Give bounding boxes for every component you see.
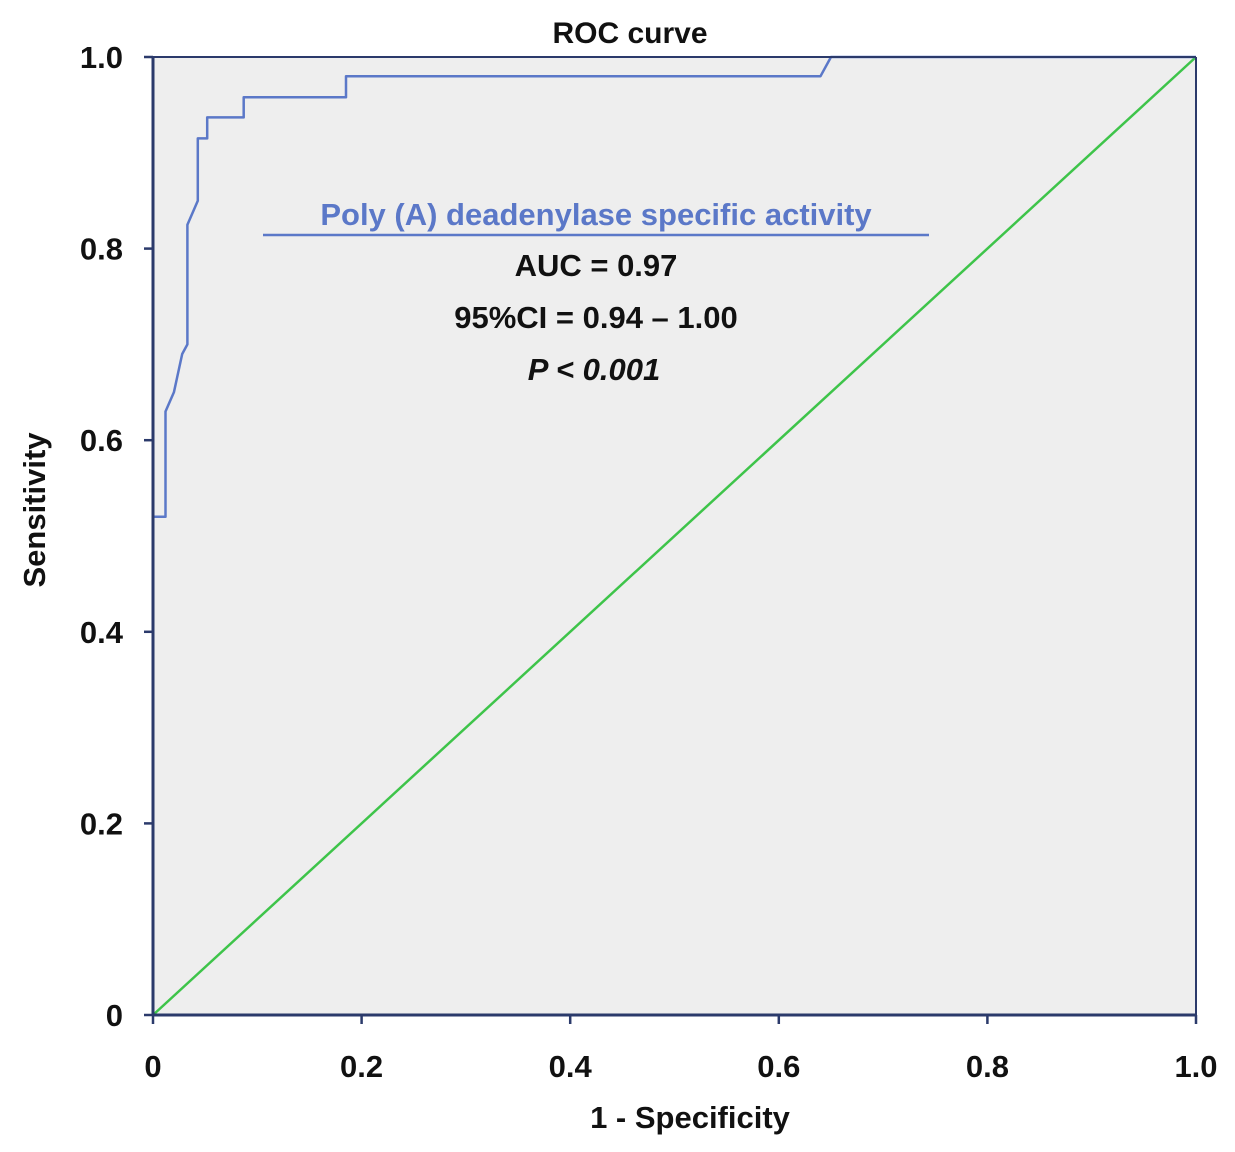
series-layer bbox=[151, 55, 1197, 1016]
annotation-auc: AUC = 0.97 bbox=[515, 248, 678, 283]
y-tick-label: 1.0 bbox=[80, 40, 123, 75]
annotation-box: Poly (A) deadenylase specific activity A… bbox=[263, 197, 929, 387]
chart-title: ROC curve bbox=[552, 17, 707, 50]
annotation-p-value: P < 0.001 bbox=[528, 352, 660, 387]
x-tick-label: 0.8 bbox=[966, 1049, 1009, 1084]
x-tick-label: 0.4 bbox=[549, 1049, 593, 1084]
x-axis-label: 1 - Specificity bbox=[590, 1100, 791, 1135]
x-tick-label: 0 bbox=[144, 1049, 161, 1084]
y-tick-label: 0.6 bbox=[80, 423, 123, 458]
reference-diagonal-line bbox=[152, 56, 1197, 1016]
y-tick-label: 0.8 bbox=[80, 232, 123, 267]
y-tick-label: 0 bbox=[106, 998, 123, 1033]
roc-curve-line bbox=[151, 55, 1196, 1015]
x-tick-label: 0.2 bbox=[340, 1049, 383, 1084]
y-tick-label: 0.2 bbox=[80, 806, 123, 841]
y-axis-label: Sensitivity bbox=[17, 432, 52, 588]
y-tick-label: 0.4 bbox=[80, 615, 124, 650]
annotation-series-label: Poly (A) deadenylase specific activity bbox=[320, 197, 872, 232]
annotation-ci: 95%CI = 0.94 – 1.00 bbox=[454, 300, 738, 335]
ticks-layer: 0 0.2 0.4 0.6 0.8 1.0 0 0.2 0.4 0.6 0.8 1.0 bbox=[80, 40, 1218, 1084]
x-tick-label: 0.6 bbox=[757, 1049, 800, 1084]
x-tick-label: 1.0 bbox=[1174, 1049, 1217, 1084]
